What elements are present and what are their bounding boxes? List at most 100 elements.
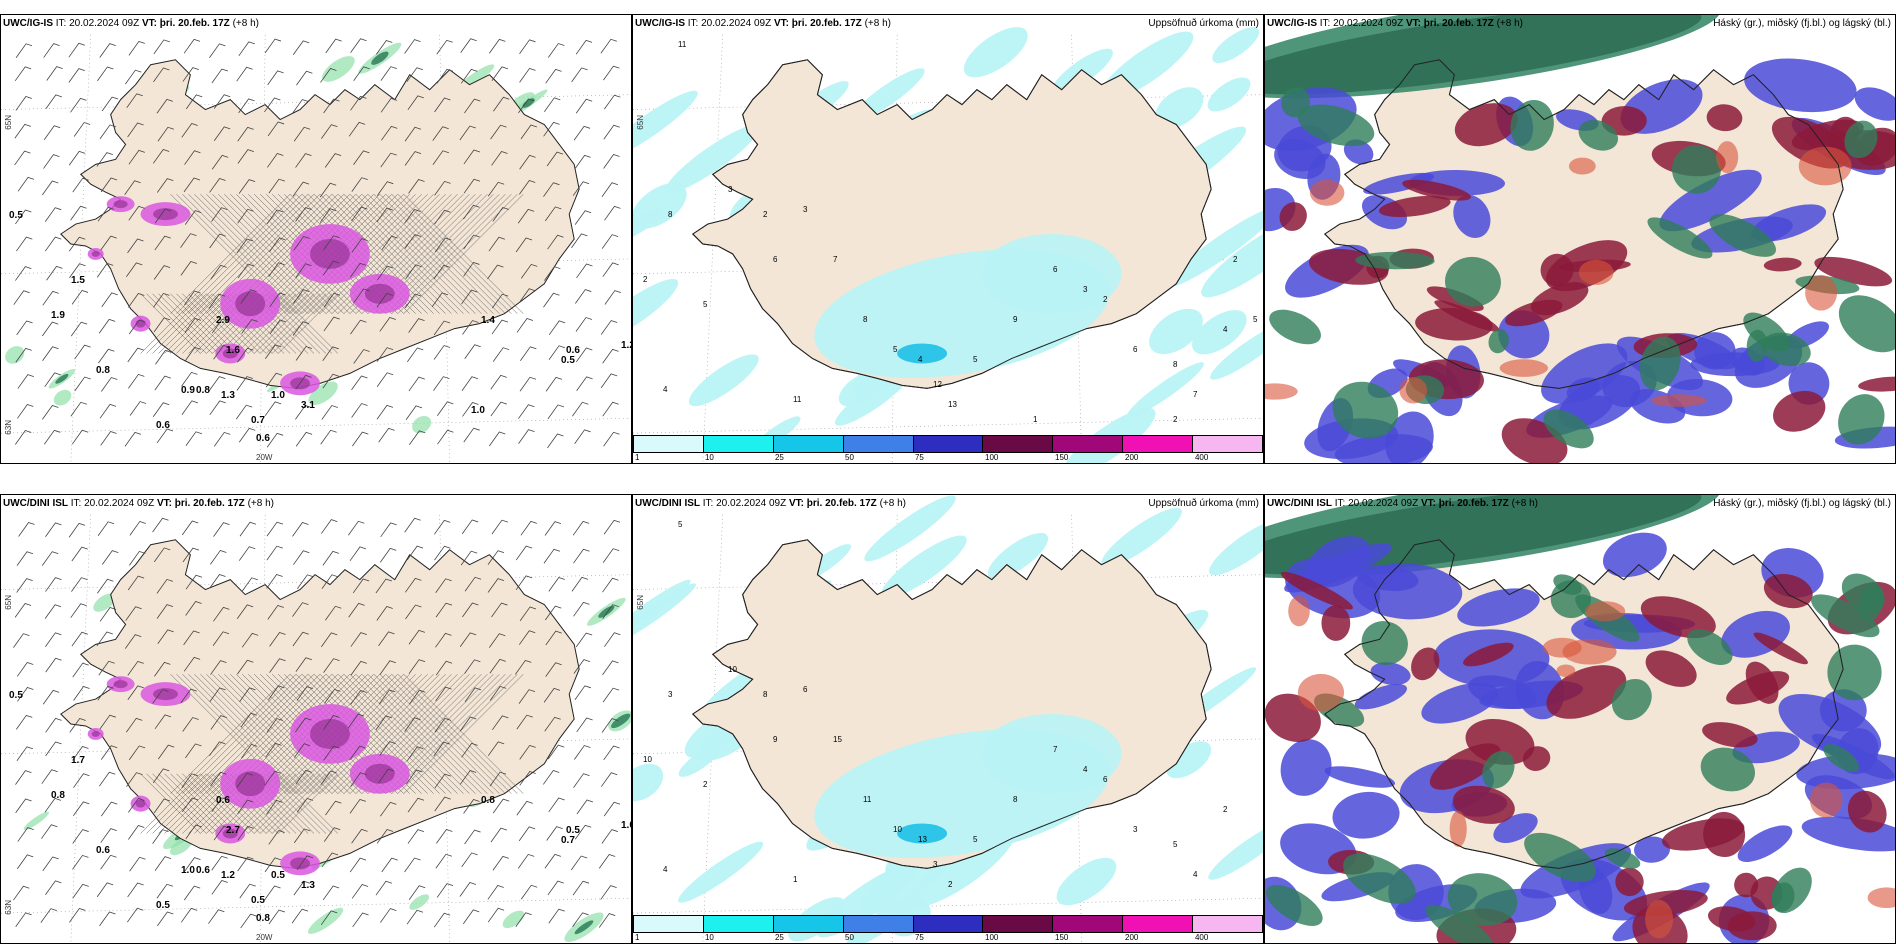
precip-value-label: 6	[803, 685, 808, 694]
precip-band	[1165, 207, 1263, 288]
mid-cloud-area	[1454, 103, 1518, 147]
mid-cloud-area	[1452, 785, 1515, 824]
lead-time: (+8 h)	[864, 18, 891, 29]
vt-label: VT:	[788, 498, 804, 509]
colorbar-tick-label: 400	[1194, 453, 1209, 462]
precip-band	[1212, 27, 1260, 64]
mid-cloud-area	[1522, 746, 1551, 771]
precip-value-label: 1.3	[221, 390, 235, 401]
low-cloud-area	[1306, 536, 1371, 588]
mid-cloud-edge	[1651, 394, 1707, 407]
vt-label: VT:	[141, 18, 157, 29]
precip-value-label: 8	[1173, 360, 1178, 369]
map-svg	[633, 27, 1263, 463]
panel-precip-bottom: UWC/DINI ISL IT: 20.02.2024 09Z VT: þri.…	[632, 494, 1264, 944]
precip-area-core	[235, 291, 266, 317]
panel-model-name: UWC/IG-IS	[1267, 18, 1317, 29]
high-cloud-patch	[1488, 329, 1509, 354]
precip-band	[1166, 741, 1212, 779]
precip-band-light	[307, 907, 344, 934]
precip-band	[1209, 519, 1263, 576]
coordinate-label: 65N	[636, 115, 645, 130]
precip-band	[963, 27, 1028, 78]
high-cloud-patch	[1687, 629, 1733, 666]
lead-time: (+8 h)	[879, 498, 906, 509]
precip-band	[678, 746, 719, 777]
precip-value-label: 2	[1103, 295, 1108, 304]
precip-band	[1192, 310, 1247, 355]
panel-header: UWC/IG-IS IT: 20.02.2024 09Z VT: þri. 20…	[3, 18, 629, 32]
mid-cloud-area	[1546, 665, 1627, 719]
coordinate-label: 63N	[4, 420, 13, 435]
precip-value-label: 2	[1173, 415, 1178, 424]
precip-area-core	[364, 763, 395, 784]
lead-time: (+8 h)	[247, 498, 274, 509]
it-label: IT:	[55, 18, 67, 29]
field-title: Uppsöfnuð úrkoma (mm)	[1148, 498, 1259, 509]
coordinate-label: 65N	[636, 595, 645, 610]
coordinate-label: 63N	[4, 900, 13, 915]
precip-band	[1207, 77, 1251, 112]
high-cloud-patch	[1425, 904, 1495, 943]
colorbar-segment	[1123, 436, 1194, 452]
precip-value-label: 0.6	[256, 433, 270, 444]
precip-value-label: 7	[1053, 745, 1058, 754]
lead-time: (+8 h)	[1511, 498, 1538, 509]
precip-band	[678, 841, 764, 903]
precip-value-label: 1.0	[271, 390, 285, 401]
mid-cloud-area	[1415, 307, 1493, 341]
precip-value-label: 5	[973, 835, 978, 844]
precip-value-label: 10	[893, 825, 902, 834]
colorbar-tick-label: 200	[1125, 453, 1139, 462]
panel-wind-top: UWC/IG-IS IT: 20.02.2024 09Z VT: þri. 20…	[0, 14, 632, 464]
low-cloud-area	[1778, 693, 1882, 760]
precip-value-label: 0.8	[51, 790, 65, 801]
low-cloud-area	[1280, 739, 1332, 796]
high-cloud-area	[1265, 15, 1702, 95]
it-label: IT:	[687, 18, 699, 29]
panel-model-name: UWC/IG-IS	[635, 18, 685, 29]
mid-cloud-area	[1279, 202, 1307, 231]
precip-value-label: 1.0	[471, 405, 485, 416]
map-svg	[633, 495, 1263, 943]
precip-value-label: 8	[668, 210, 673, 219]
it-label: IT:	[1319, 18, 1331, 29]
precip-value-label: 7	[833, 255, 838, 264]
precip-value-label: 13	[918, 835, 927, 844]
precip-area-core	[222, 348, 238, 359]
high-cloud-patch	[1838, 394, 1885, 445]
precip-band	[1208, 819, 1263, 880]
low-cloud-area	[1453, 194, 1491, 238]
precip-band	[1149, 308, 1203, 355]
precip-value-label: 2	[763, 210, 768, 219]
precip-value-label: 0.6	[96, 845, 110, 856]
coastline	[692, 59, 1212, 389]
precip-value-label: 5	[893, 345, 898, 354]
precip-value-label: 3	[728, 185, 733, 194]
precip-value-label: 2	[703, 780, 708, 789]
precip-band	[987, 532, 1049, 579]
high-cloud-patch	[1510, 99, 1554, 151]
precip-value-label: 0.5	[156, 900, 170, 911]
precip-value-label: 5	[1253, 315, 1258, 324]
colorbar-segment	[1053, 916, 1124, 932]
precip-area-moderate	[897, 823, 948, 844]
colorbar-tick-label: 50	[845, 933, 854, 942]
lead-time: (+8 h)	[1496, 18, 1523, 29]
precip-band	[633, 183, 687, 229]
precip-colorbar: 1 10 25 50 75 100 150 200 400	[633, 435, 1263, 463]
low-cloud-area	[1324, 766, 1396, 788]
mid-cloud-area	[1321, 605, 1351, 641]
high-cloud-patch	[1771, 882, 1795, 912]
it-value: 20.02.2024 09Z	[84, 498, 155, 509]
low-cloud-area	[1751, 204, 1827, 242]
high-cloud-patch	[1844, 120, 1878, 159]
precip-value-label: 0.5	[271, 870, 285, 881]
mid-cloud-edge	[1805, 274, 1838, 311]
colorbar-segment	[773, 916, 844, 932]
panel-model-name: UWC/DINI ISL	[1267, 498, 1332, 509]
coastline	[1324, 59, 1844, 389]
mid-cloud-edge	[1798, 146, 1852, 186]
precip-area-core	[235, 771, 266, 797]
precip-value-label: 6	[1053, 265, 1058, 274]
